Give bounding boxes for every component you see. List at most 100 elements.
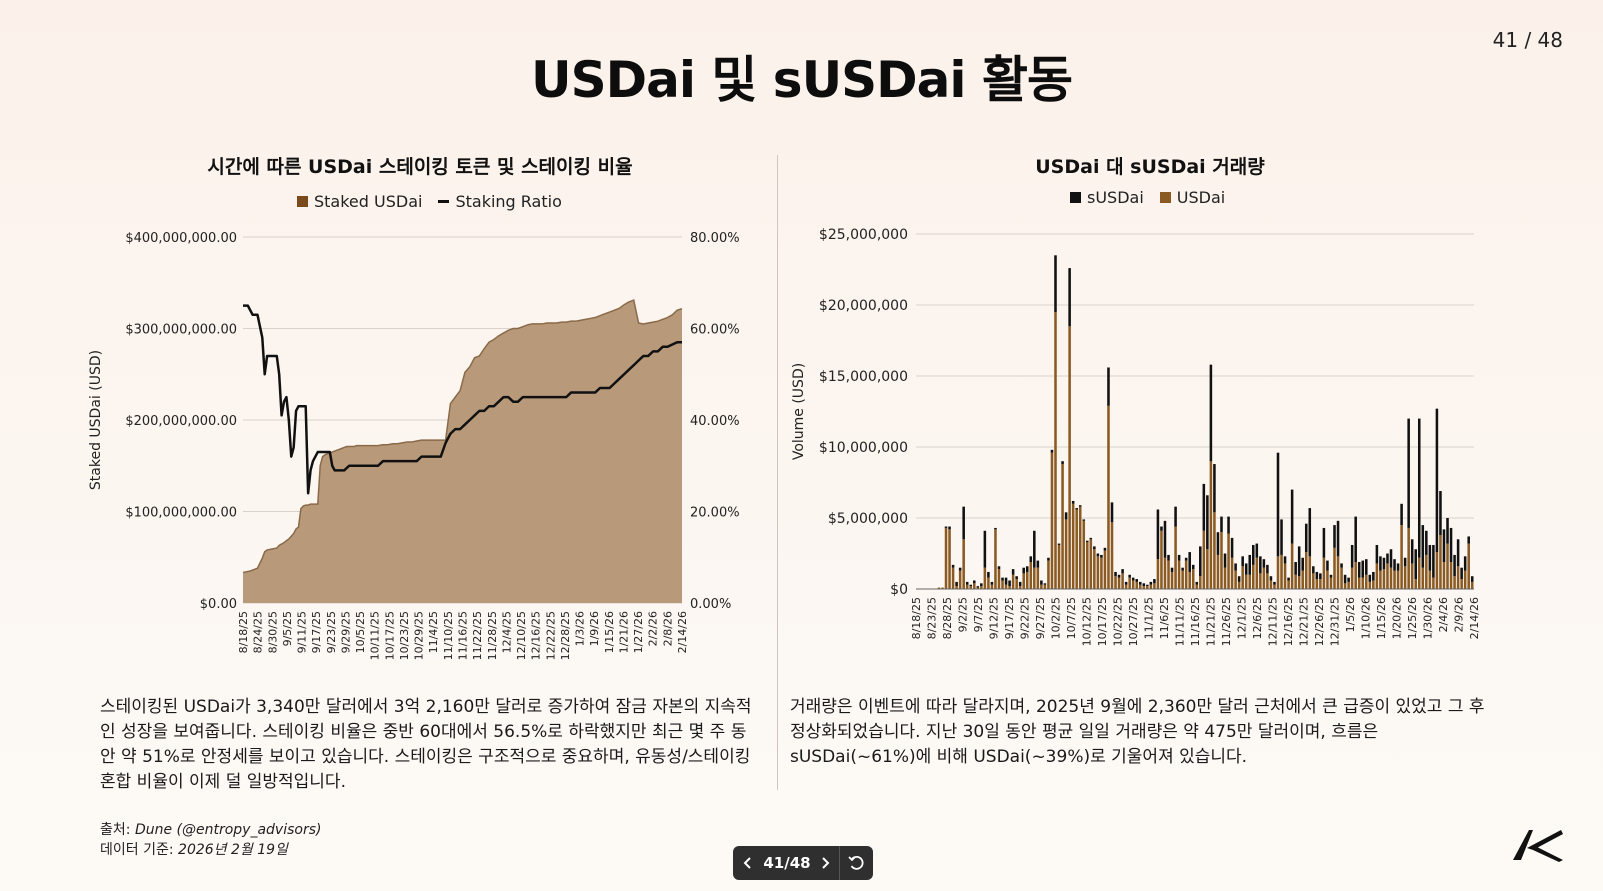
usdai-bar bbox=[980, 586, 983, 589]
susdai-bar bbox=[1047, 557, 1050, 561]
x-tick-label: 1/27/26 bbox=[632, 611, 645, 653]
usdai-bar bbox=[973, 583, 976, 589]
usdai-bar bbox=[1135, 581, 1138, 589]
y-axis-title: Volume (USD) bbox=[791, 363, 807, 460]
prev-slide-button[interactable] bbox=[733, 846, 761, 880]
susdai-bar bbox=[1262, 559, 1266, 568]
usdai-bar bbox=[1336, 556, 1340, 589]
y-tick-label: $25,000,000 bbox=[819, 227, 908, 243]
usdai-bar bbox=[951, 567, 955, 589]
usdai-bar bbox=[1319, 579, 1322, 589]
usdai-bar bbox=[1365, 574, 1368, 589]
usdai-bar bbox=[1206, 549, 1209, 589]
usdai-bar bbox=[983, 567, 987, 589]
susdai-bar bbox=[1191, 564, 1195, 570]
susdai-bar bbox=[1220, 516, 1223, 533]
usdai-bar bbox=[1188, 571, 1191, 589]
usdai-bar bbox=[1329, 577, 1333, 589]
left-chart-title: 시간에 따른 USDai 스테이킹 토큰 및 스테이킹 비율 bbox=[207, 156, 633, 178]
susdai-bar bbox=[1280, 519, 1283, 555]
susdai-bar bbox=[1114, 571, 1117, 577]
usdai-bar bbox=[944, 527, 948, 589]
usdai-bar bbox=[1304, 552, 1308, 589]
source-note: 출처: Dune (@entropy_advisors) 데이터 기준: 202… bbox=[100, 820, 321, 860]
y-axis-title: Staked USDai (USD) bbox=[88, 350, 104, 490]
susdai-bar bbox=[1004, 577, 1008, 585]
susdai-bar bbox=[1199, 546, 1202, 577]
usdai-bar bbox=[1128, 577, 1131, 589]
y2-tick-label: 40.00% bbox=[690, 414, 740, 429]
susdai-bar bbox=[1160, 526, 1163, 531]
y-tick-label: $200,000,000.00 bbox=[125, 414, 237, 429]
restart-button[interactable] bbox=[840, 846, 873, 880]
usdai-bar bbox=[1100, 557, 1103, 589]
susdai-bar bbox=[1449, 527, 1453, 563]
x-tick-label: 8/23/25 bbox=[926, 597, 939, 639]
x-tick-label: 1/9/26 bbox=[588, 611, 601, 646]
susdai-bar bbox=[1333, 525, 1336, 548]
staking-chart: $0.00 $100,000,000.00 $200,000,000.00 $300,… bbox=[88, 231, 740, 660]
x-tick-label: 2/9/26 bbox=[1453, 597, 1466, 632]
usdai-bar bbox=[1008, 586, 1011, 589]
susdai-bar bbox=[1107, 367, 1110, 406]
usdai-bar bbox=[1428, 570, 1432, 589]
x-tick-label: 8/24/25 bbox=[252, 611, 265, 653]
susdai-bar bbox=[944, 526, 948, 528]
susdai-bar bbox=[1361, 560, 1365, 578]
usdai-bar bbox=[1025, 571, 1029, 589]
usdai-bar bbox=[1103, 550, 1107, 589]
susdai-bar bbox=[1206, 495, 1209, 550]
susdai-bar bbox=[1223, 553, 1227, 568]
usdai-bar bbox=[1350, 567, 1354, 589]
y2-tick-label: 0.00% bbox=[690, 597, 731, 612]
page-number: 41 / 48 bbox=[1492, 28, 1563, 52]
usdai-bar bbox=[1110, 522, 1114, 589]
susdai-bar bbox=[1153, 579, 1156, 584]
susdai-bar bbox=[1054, 255, 1057, 313]
usdai-bar bbox=[969, 586, 973, 589]
susdai-bar bbox=[1015, 576, 1018, 580]
x-tick-label: 1/15/26 bbox=[1375, 597, 1388, 639]
susdai-bar bbox=[1421, 525, 1425, 568]
susdai-bar bbox=[1181, 567, 1184, 571]
susdai-bar bbox=[1146, 584, 1149, 587]
usdai-bar bbox=[1470, 581, 1474, 589]
susdai-bar bbox=[1011, 569, 1015, 575]
usdai-bar bbox=[1283, 563, 1287, 589]
x-tick-label: 11/6/25 bbox=[1158, 597, 1171, 639]
usdai-bar bbox=[1234, 570, 1237, 589]
volume-chart: $0 $5,000,000 $10,000,000 $15,000,000 $20,00… bbox=[791, 227, 1481, 646]
x-tick-label: 12/10/25 bbox=[515, 611, 528, 660]
susdai-bar bbox=[980, 583, 983, 587]
usdai-bar bbox=[1340, 567, 1343, 589]
usdai-bar bbox=[1223, 567, 1227, 589]
usdai-bar bbox=[1333, 547, 1336, 589]
usdai-bar bbox=[1146, 586, 1149, 589]
x-tick-label: 11/22/25 bbox=[471, 611, 484, 660]
susdai-bar bbox=[1022, 567, 1025, 574]
susdai-bar bbox=[951, 564, 955, 568]
usdai-bar bbox=[1138, 584, 1142, 589]
susdai-bar bbox=[1216, 532, 1220, 555]
x-tick-label: 8/28/25 bbox=[941, 597, 954, 639]
usdai-bar bbox=[1202, 530, 1206, 589]
susdai-bar bbox=[1290, 489, 1294, 544]
y-tick-label: $300,000,000.00 bbox=[125, 323, 237, 338]
right-chart-title: USDai 대 sUSDai 거래량 bbox=[1035, 156, 1265, 178]
usdai-bar bbox=[1266, 573, 1269, 589]
susdai-bar bbox=[1470, 576, 1474, 582]
x-tick-label: 11/1/25 bbox=[1143, 597, 1156, 639]
y2-tick-label: 20.00% bbox=[690, 506, 740, 521]
x-tick-label: 1/5/26 bbox=[1344, 597, 1357, 632]
usdai-bar bbox=[1262, 567, 1266, 589]
usdai-bar bbox=[1050, 452, 1054, 589]
nav-separator bbox=[839, 846, 840, 880]
x-tick-label: 10/27/25 bbox=[1127, 597, 1140, 646]
susdai-bar bbox=[1442, 529, 1446, 563]
legend-swatch-susdai bbox=[1070, 192, 1081, 203]
susdai-bar bbox=[973, 580, 976, 584]
susdai-bar bbox=[1096, 553, 1100, 557]
usdai-bar bbox=[1312, 573, 1315, 589]
next-slide-button[interactable] bbox=[813, 846, 839, 880]
right-legend: sUSDai USDai bbox=[1070, 188, 1225, 207]
